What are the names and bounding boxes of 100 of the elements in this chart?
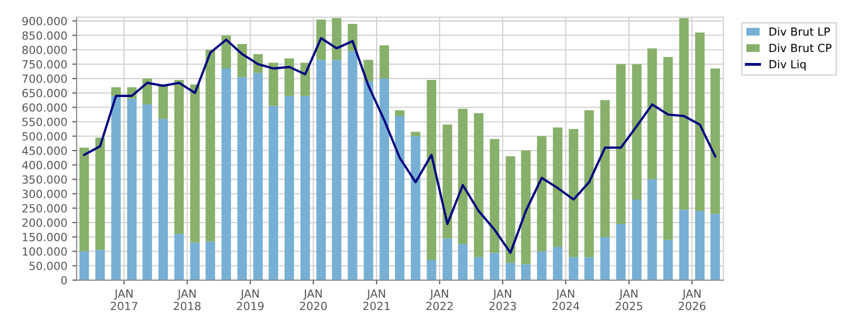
bar	[268, 106, 278, 280]
x-tick-label: JAN 2024	[552, 290, 580, 310]
bar	[410, 132, 420, 136]
bar	[158, 84, 168, 119]
bar	[663, 56, 673, 240]
bar	[663, 240, 673, 280]
bar	[380, 45, 390, 79]
bar	[237, 44, 247, 78]
y-tick-label: 850.000	[22, 31, 67, 40]
bar	[111, 87, 121, 96]
x-tick-label: JAN 2021	[363, 290, 390, 310]
bar	[142, 78, 152, 104]
legend-label: Div Liq	[770, 60, 806, 71]
bar	[284, 58, 294, 96]
bar	[521, 264, 531, 280]
bar	[190, 84, 200, 243]
bar	[79, 251, 89, 280]
x-tick-label: JAN 2018	[174, 290, 201, 310]
y-tick-label: 500.000	[22, 132, 67, 141]
bar	[79, 148, 89, 252]
bar	[380, 78, 390, 280]
bar	[490, 139, 500, 253]
bar	[710, 68, 720, 214]
bar	[458, 244, 468, 280]
bar	[332, 18, 342, 60]
y-tick-label: 250.000	[22, 204, 67, 213]
bar	[506, 156, 516, 263]
bar	[95, 250, 105, 280]
bar	[442, 124, 452, 238]
bar	[536, 136, 546, 252]
bar	[190, 242, 200, 280]
y-tick-label: 750.000	[22, 60, 67, 69]
bar	[710, 214, 720, 280]
bar	[490, 252, 500, 280]
bar	[552, 247, 562, 280]
bar	[174, 80, 184, 234]
y-tick-label: 200.000	[22, 218, 67, 227]
bar	[221, 35, 231, 68]
bar	[127, 98, 137, 280]
bar	[568, 128, 578, 258]
bar	[394, 110, 404, 116]
bar	[268, 62, 278, 106]
bar	[394, 116, 404, 280]
bar	[348, 51, 358, 280]
bar	[600, 236, 610, 280]
bar	[695, 32, 705, 212]
bar	[568, 257, 578, 280]
x-tick-label: JAN 2019	[236, 290, 264, 310]
bar	[474, 113, 484, 258]
line-series	[83, 37, 716, 254]
x-tick-label: JAN 2017	[110, 290, 138, 310]
bar	[552, 128, 562, 248]
y-tick-label: 550.000	[22, 118, 67, 126]
bar	[426, 80, 436, 260]
y-tick-label: 0	[61, 276, 67, 285]
y-tick-label: 100.000	[22, 247, 67, 256]
y-tick-label: 400.000	[22, 160, 67, 170]
bar	[426, 260, 436, 280]
bar	[695, 211, 705, 280]
bar	[111, 96, 121, 280]
bar	[632, 200, 642, 280]
bar	[632, 64, 642, 200]
bar	[474, 257, 484, 280]
bar	[142, 104, 152, 280]
bar	[616, 224, 626, 280]
bar	[300, 96, 310, 280]
bar	[679, 18, 689, 210]
bar	[364, 81, 374, 280]
y-tick-label: 800.000	[22, 46, 67, 54]
x-tick-label: JAN 2026	[678, 290, 706, 310]
bar	[221, 68, 231, 280]
bar	[584, 257, 594, 280]
x-tick-label: JAN 2025	[616, 290, 642, 310]
bar	[174, 234, 184, 280]
bar	[647, 179, 657, 280]
bar	[600, 100, 610, 237]
y-tick-label: 450.000	[22, 146, 67, 155]
y-tick-label: 150.000	[22, 232, 67, 242]
bar	[506, 262, 516, 280]
y-tick-label: 600.000	[22, 103, 67, 112]
x-tick-label: JAN 2022	[426, 290, 453, 310]
y-tick-label: 350.000	[22, 175, 67, 184]
y-tick-label: 650.000	[22, 88, 67, 98]
y-tick-label: 700.000	[22, 74, 67, 83]
bar	[679, 210, 689, 280]
bar	[158, 118, 168, 280]
bar	[458, 108, 468, 244]
y-tick-label: 900.000	[22, 16, 67, 26]
bar	[521, 150, 531, 264]
x-tick-label: JAN 2020	[300, 290, 327, 310]
bar	[95, 138, 105, 250]
legend-label: Div Brut CP	[770, 44, 832, 52]
bar	[616, 64, 626, 224]
bar	[536, 251, 546, 280]
bar	[206, 241, 216, 280]
bar	[206, 50, 216, 242]
y-tick-label: 50.000	[30, 262, 67, 270]
bar	[410, 136, 420, 280]
bar	[316, 60, 326, 280]
bar	[237, 77, 247, 280]
